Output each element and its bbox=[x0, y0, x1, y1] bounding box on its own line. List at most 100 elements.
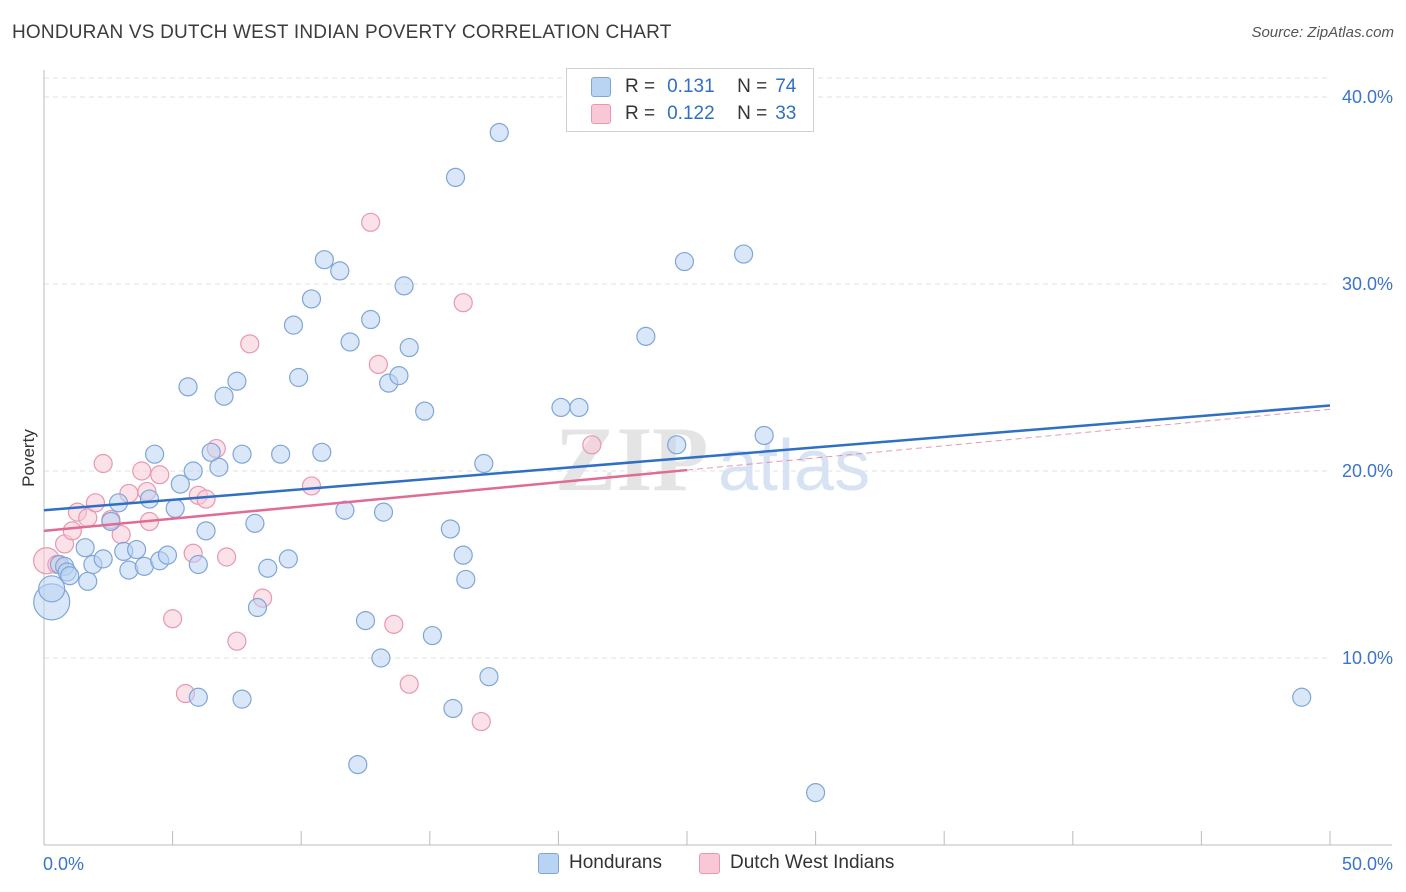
data-point bbox=[373, 502, 394, 522]
data-point bbox=[163, 609, 183, 629]
data-point bbox=[271, 444, 291, 464]
y-tick-label: 10.0% bbox=[1342, 648, 1393, 668]
data-point bbox=[667, 435, 687, 455]
legend-swatch-hondurans bbox=[538, 852, 559, 874]
data-point bbox=[38, 575, 66, 603]
data-point bbox=[453, 293, 473, 313]
data-point bbox=[394, 276, 414, 296]
data-point bbox=[240, 334, 260, 354]
data-point bbox=[445, 167, 466, 188]
y-tick-label: 30.0% bbox=[1342, 274, 1393, 294]
data-point bbox=[245, 513, 265, 533]
data-point bbox=[314, 250, 334, 270]
legend-swatch-hondurans bbox=[591, 77, 611, 97]
data-point bbox=[132, 461, 152, 481]
data-point bbox=[157, 545, 178, 565]
legend-label-dutch-west-indians: Dutch West Indians bbox=[730, 852, 895, 873]
axes bbox=[43, 70, 1392, 846]
data-point bbox=[636, 326, 656, 346]
data-point bbox=[232, 689, 252, 709]
data-point bbox=[227, 371, 247, 391]
data-point bbox=[201, 442, 221, 462]
n-value-hondurans: 74 bbox=[775, 76, 797, 97]
series-legend: Hondurans Dutch West Indians bbox=[0, 850, 1406, 878]
data-point bbox=[348, 754, 368, 775]
data-point bbox=[805, 783, 826, 803]
n-value-dutch-west-indians: 33 bbox=[775, 103, 797, 124]
x-tick-label-min: 0.0% bbox=[43, 854, 84, 874]
data-point bbox=[456, 569, 476, 590]
data-point bbox=[301, 476, 322, 496]
data-point bbox=[139, 489, 160, 509]
watermark-atlas: atlas bbox=[718, 426, 870, 506]
data-point bbox=[217, 547, 237, 567]
data-point bbox=[247, 597, 268, 618]
data-point bbox=[330, 261, 350, 281]
data-point bbox=[355, 610, 376, 631]
data-point bbox=[196, 489, 216, 509]
data-point bbox=[389, 366, 409, 386]
y-tick-label: 40.0% bbox=[1342, 87, 1393, 107]
data-point bbox=[93, 549, 113, 569]
data-point bbox=[1292, 687, 1312, 707]
data-point bbox=[178, 377, 198, 397]
data-point bbox=[62, 521, 82, 541]
data-point bbox=[188, 687, 208, 707]
data-point bbox=[232, 444, 252, 464]
data-point bbox=[453, 545, 473, 565]
data-point bbox=[440, 519, 460, 539]
data-point bbox=[78, 571, 98, 591]
data-point bbox=[60, 566, 80, 586]
data-point bbox=[283, 315, 304, 335]
data-point bbox=[371, 648, 391, 668]
data-point bbox=[551, 397, 571, 418]
n-label: N = bbox=[737, 103, 768, 124]
data-point bbox=[754, 425, 774, 446]
data-point bbox=[368, 354, 388, 375]
y-axis-label: Poverty bbox=[19, 429, 38, 487]
data-point bbox=[150, 465, 170, 485]
legend-label-hondurans: Hondurans bbox=[569, 852, 662, 873]
x-tick-label-max: 50.0% bbox=[1342, 854, 1393, 874]
data-point bbox=[422, 625, 442, 646]
data-point bbox=[227, 631, 247, 651]
legend-swatch-dutch-west-indians bbox=[699, 852, 720, 874]
data-point bbox=[209, 457, 229, 477]
data-point bbox=[361, 309, 381, 330]
tick-labels: 10.0% 20.0% 30.0% 40.0% 0.0% 50.0% bbox=[43, 87, 1393, 874]
data-point bbox=[471, 711, 491, 732]
trend-lines bbox=[43, 404, 1331, 533]
data-point bbox=[170, 474, 190, 494]
data-point bbox=[93, 453, 113, 474]
legend-item-hondurans[interactable]: Hondurans bbox=[538, 852, 662, 874]
grid-lines bbox=[44, 77, 1330, 659]
correlation-legend: R = 0.131 N = 74 R = 0.122 N = 33 bbox=[566, 68, 814, 132]
data-point bbox=[258, 558, 278, 578]
legend-row-hondurans: R = 0.131 N = 74 bbox=[591, 74, 796, 100]
data-point bbox=[399, 337, 419, 358]
data-point bbox=[101, 511, 121, 532]
r-label: R = bbox=[625, 103, 656, 124]
n-label: N = bbox=[737, 76, 768, 97]
data-point bbox=[188, 554, 208, 575]
legend-item-dutch-west-indians[interactable]: Dutch West Indians bbox=[699, 852, 894, 874]
data-point bbox=[443, 698, 463, 719]
trend-line bbox=[43, 404, 1331, 512]
data-point bbox=[582, 435, 602, 455]
trend-line-extension bbox=[686, 408, 1331, 471]
legend-row-dutch-west-indians: R = 0.122 N = 33 bbox=[591, 101, 796, 127]
data-point bbox=[399, 674, 419, 694]
data-point bbox=[85, 493, 106, 513]
data-point bbox=[278, 549, 298, 569]
data-point bbox=[165, 498, 185, 518]
r-label: R = bbox=[625, 76, 656, 97]
data-point bbox=[312, 442, 332, 462]
data-point bbox=[144, 444, 165, 464]
data-point bbox=[674, 251, 695, 272]
data-point bbox=[214, 386, 234, 406]
data-point bbox=[569, 397, 589, 418]
r-value-hondurans: 0.131 bbox=[667, 76, 715, 97]
data-point bbox=[196, 521, 216, 541]
r-value-dutch-west-indians: 0.122 bbox=[667, 103, 715, 124]
